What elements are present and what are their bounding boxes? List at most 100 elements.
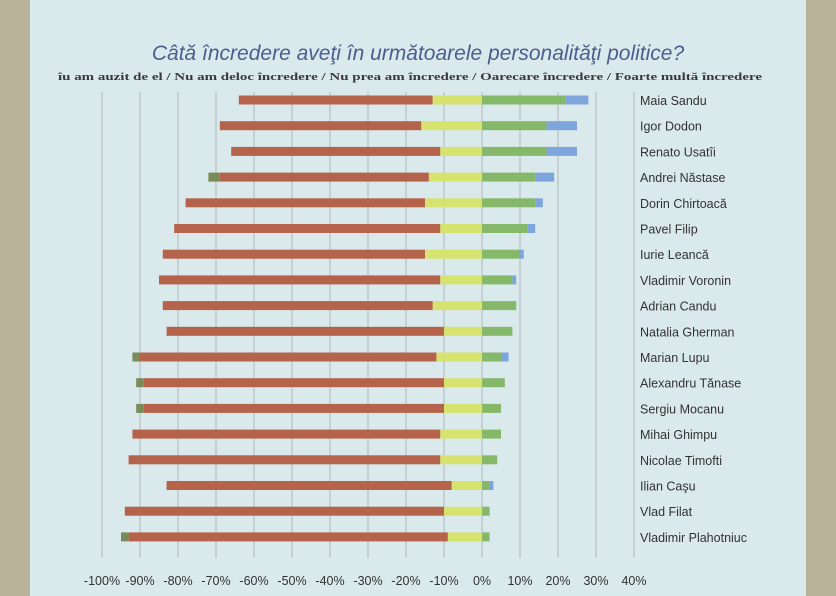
bar-segment [482, 172, 536, 182]
bars [121, 95, 589, 542]
tick-label: 10% [507, 574, 532, 588]
tick-label: 20% [545, 574, 570, 588]
tick-label: -20% [391, 574, 420, 588]
bar-segment [219, 172, 429, 182]
bar-segment [520, 249, 524, 259]
category-label: Alexandru Tănase [640, 377, 741, 391]
bar-segment [162, 301, 433, 311]
bar-segment [482, 275, 513, 285]
bar-segment [121, 532, 129, 542]
category-label: Adrian Candu [640, 300, 716, 314]
bar-segment [535, 172, 555, 182]
category-labels: Maia Sandu Igor Dodon Renato Usatîi Andrei … [640, 94, 747, 545]
x-axis-ticks: -100% -90% -80% -70% -60% -50% -40% -30% -20% -10… [84, 574, 647, 588]
bar-segment [482, 352, 501, 362]
tick-label: -60% [239, 574, 268, 588]
bar-segment [143, 403, 445, 413]
bar-segment [425, 198, 482, 208]
bar-segment [185, 198, 425, 208]
bar-segment [527, 224, 536, 233]
chart: Câtă încredere aveţi în următoarele pers… [57, 42, 763, 588]
bar-segment [501, 352, 509, 362]
bar-segment [219, 121, 422, 131]
bar-segment [482, 224, 528, 233]
bar-segment [238, 95, 433, 105]
legend: îu am auzit de el / Nu am deloc încreder… [57, 72, 763, 83]
category-label: Sergiu Mocanu [640, 402, 724, 416]
bar-segment [482, 429, 501, 439]
bar-segment [444, 403, 482, 413]
bar-segment [482, 301, 517, 311]
bar-segment [535, 198, 543, 208]
category-label: Marian Lupu [640, 351, 710, 365]
bar-segment [512, 275, 517, 285]
bar-segment [482, 95, 566, 105]
tick-label: -40% [315, 574, 344, 588]
category-label: Dorin Chirtoacă [640, 197, 727, 211]
tick-label: -10% [429, 574, 458, 588]
bar-segment [231, 146, 441, 156]
category-label: Ilian Caşu [640, 480, 696, 494]
bar-segment [489, 481, 494, 490]
category-label: Mihai Ghimpu [640, 428, 717, 442]
bar-segment [159, 275, 441, 285]
bar-segment [482, 403, 501, 413]
bar-segment [174, 224, 441, 233]
bar-segment [482, 532, 490, 542]
category-label: Andrei Năstase [640, 171, 726, 185]
bar-segment [166, 326, 444, 336]
category-label: Maia Sandu [640, 94, 707, 108]
bar-segment [546, 121, 577, 131]
bar-segment [444, 378, 482, 388]
bar-segment [546, 146, 577, 156]
tick-label: -80% [163, 574, 192, 588]
category-label: Renato Usatîi [640, 145, 716, 159]
bar-segment [482, 506, 490, 516]
bar-segment [482, 326, 513, 336]
bar-segment [482, 455, 498, 465]
bar-segment [166, 481, 452, 490]
bar-segment [444, 326, 482, 336]
bar-segment [124, 506, 445, 516]
chart-title: Câtă încredere aveţi în următoarele pers… [152, 42, 685, 65]
bar-segment [421, 121, 482, 131]
tick-label: 0% [473, 574, 491, 588]
category-label: Vlad Filat [640, 505, 693, 519]
bar-segment [482, 378, 505, 388]
bar-segment [428, 172, 482, 182]
bar-segment [440, 429, 482, 439]
category-label: Vladimir Plahotniuc [640, 531, 747, 545]
bar-segment [482, 249, 520, 259]
bar-segment [132, 352, 140, 362]
bar-segment [451, 481, 482, 490]
bar-segment [447, 532, 482, 542]
slide: Câtă încredere aveţi în următoarele pers… [30, 0, 806, 596]
tick-label: -100% [84, 574, 120, 588]
bar-segment [136, 403, 144, 413]
bar-segment [128, 532, 448, 542]
bar-segment [440, 455, 482, 465]
category-label: Iurie Leancă [640, 248, 709, 262]
bar-segment [436, 352, 482, 362]
tick-label: -70% [201, 574, 230, 588]
bar-segment [482, 146, 547, 156]
gridlines [101, 92, 635, 558]
category-label: Igor Dodon [640, 120, 702, 134]
bar-segment [440, 146, 482, 156]
bar-segment [128, 455, 441, 465]
tick-label: -50% [277, 574, 306, 588]
bar-segment [208, 172, 220, 182]
bar-segment [162, 249, 426, 259]
tick-label: 40% [621, 574, 646, 588]
bar-segment [425, 249, 482, 259]
bar-segment [482, 198, 536, 208]
tick-label: 30% [583, 574, 608, 588]
bar-segment [440, 224, 482, 233]
bar-segment [132, 429, 441, 439]
bar-segment [482, 121, 547, 131]
category-label: Natalia Gherman [640, 325, 735, 339]
bar-segment [140, 352, 437, 362]
category-label: Nicolae Timofti [640, 454, 722, 468]
bar-segment [565, 95, 589, 105]
bar-segment [482, 481, 490, 490]
